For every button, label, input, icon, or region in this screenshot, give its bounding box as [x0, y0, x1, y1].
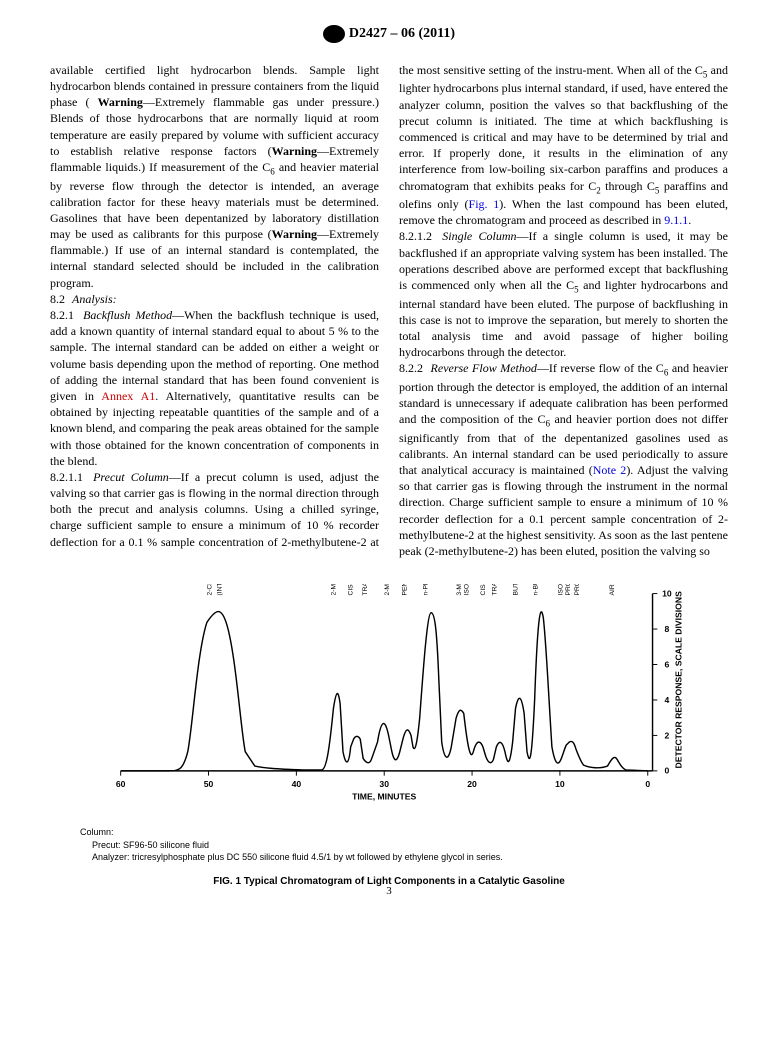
svg-text:30: 30 [379, 779, 389, 789]
svg-text:CIS-PENTENE-2: CIS-PENTENE-2 [348, 584, 355, 596]
svg-text:20: 20 [467, 779, 477, 789]
svg-text:2-METHYLBUTENE-2: 2-METHYLBUTENE-2 [330, 584, 337, 596]
svg-text:PROPANE: PROPANE [574, 584, 581, 596]
svg-text:60: 60 [116, 779, 126, 789]
paragraph-continued: available certified light hydrocarbon bl… [50, 62, 379, 291]
body-columns: available certified light hydrocarbon bl… [50, 62, 728, 559]
svg-text:PROPYLENE: PROPYLENE [565, 584, 572, 596]
section-8-2-1-2: 8.2.1.2 Single Column—If a single column… [399, 228, 728, 360]
astm-logo-icon [323, 25, 345, 43]
svg-text:2: 2 [665, 731, 670, 741]
svg-text:BUTENE-1 plus ISOBUTYLENE: BUTENE-1 plus ISOBUTYLENE [512, 584, 519, 596]
precut-info: Precut: SF96-50 silicone fluid [92, 839, 728, 851]
svg-text:8: 8 [665, 624, 670, 634]
figure-title: FIG. 1 Typical Chromatogram of Light Com… [50, 875, 728, 889]
svg-text:2-METHYLBUTENE-1: 2-METHYLBUTENE-1 [384, 584, 391, 596]
fig1-link[interactable]: Fig. 1 [469, 197, 500, 211]
svg-text:n-PENTANE: n-PENTANE [422, 584, 429, 596]
designation-text: D2427 – 06 (2011) [349, 25, 455, 44]
column-label: Column: [80, 826, 728, 838]
svg-text:0: 0 [645, 779, 650, 789]
svg-text:ISOPENTANE: ISOPENTANE [464, 584, 471, 596]
section-911-link[interactable]: 9.1.1 [664, 213, 688, 227]
annex-link[interactable]: Annex A1 [101, 389, 155, 403]
section-8-2: 8.2 Analysis: [50, 291, 379, 307]
section-8-2-2: 8.2.2 Reverse Flow Method—If reverse flo… [399, 360, 728, 559]
svg-text:PENTENE-1: PENTENE-1 [401, 584, 408, 596]
svg-text:TRANS-PENTENE-2: TRANS-PENTENE-2 [362, 584, 369, 596]
svg-text:2-CHLOROPROPANE: 2-CHLOROPROPANE [207, 584, 214, 596]
svg-text:TRANS-BUTENE-2: TRANS-BUTENE-2 [491, 584, 498, 596]
note2-link[interactable]: Note 2 [593, 463, 627, 477]
section-8-2-1: 8.2.1 Backflush Method—When the backflus… [50, 307, 379, 469]
figure-1: 60 50 40 30 20 10 0 0 2 4 6 8 10 2-CHLOROPROPANE(IN… [50, 584, 728, 864]
chromatogram-chart: 60 50 40 30 20 10 0 0 2 4 6 8 10 2-CHLOROPROPANE(IN… [50, 584, 728, 814]
svg-text:0: 0 [665, 766, 670, 776]
svg-text:CIS-BUTENE-2: CIS-BUTENE-2 [480, 584, 487, 596]
page-header: D2427 – 06 (2011) [50, 25, 728, 44]
svg-text:n-BUTANE: n-BUTANE [533, 584, 540, 596]
figure-caption: Column: Precut: SF96-50 silicone fluid A… [80, 826, 728, 862]
svg-text:ISOBUTANE: ISOBUTANE [557, 584, 564, 596]
svg-text:40: 40 [292, 779, 302, 789]
svg-text:AIR: AIR [609, 584, 616, 595]
svg-text:3-METHYLBUTENE-1: 3-METHYLBUTENE-1 [456, 584, 463, 596]
svg-text:50: 50 [204, 779, 214, 789]
svg-text:10: 10 [662, 589, 672, 599]
analyzer-info: Analyzer: tricresylphosphate plus DC 550… [92, 851, 728, 863]
svg-text:6: 6 [665, 660, 670, 670]
y-axis-label: DETECTOR RESPONSE, SCALE DIVISIONS [673, 591, 683, 769]
x-axis-label: TIME, MINUTES [352, 792, 416, 802]
svg-text:10: 10 [555, 779, 565, 789]
svg-text:(INTERNAL STANDARD): (INTERNAL STANDARD) [216, 584, 223, 596]
svg-text:4: 4 [665, 695, 670, 705]
